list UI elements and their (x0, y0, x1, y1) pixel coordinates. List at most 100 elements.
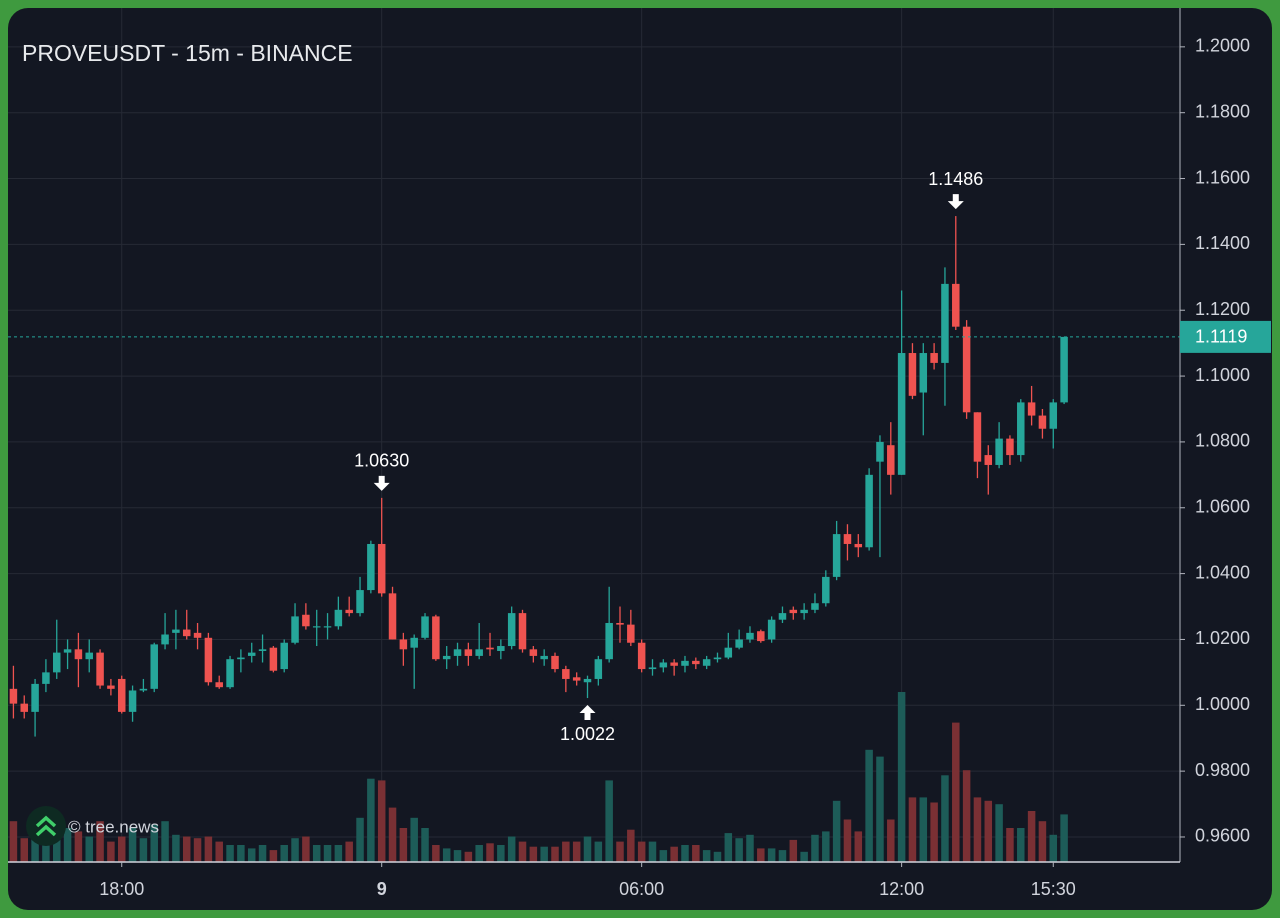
x-tick-label: 12:00 (879, 879, 924, 899)
volume-bar (1017, 828, 1025, 862)
volume-bar (941, 775, 949, 862)
candle-body (551, 655, 559, 670)
volume-bar (1038, 821, 1047, 862)
volume-bar (854, 831, 863, 862)
volume-bar (562, 841, 570, 862)
candle-body (421, 616, 429, 638)
x-tick-label: 15:30 (1031, 879, 1076, 899)
candle-body (930, 353, 938, 363)
candle-body (627, 624, 635, 643)
volume-bar (767, 848, 776, 862)
candle-body (388, 593, 397, 640)
volume-bar (648, 841, 657, 862)
candle-body (453, 649, 462, 656)
watermark-logo (26, 806, 66, 846)
volume-bar (107, 841, 115, 862)
candle-body (85, 652, 93, 660)
candle-body (1060, 336, 1068, 403)
chart-title: PROVEUSDT - 15m - BINANCE (22, 40, 353, 66)
volume-bar (843, 819, 852, 862)
volume-bar (247, 848, 256, 862)
volume-bar (1049, 834, 1058, 862)
volume-bar (42, 836, 50, 862)
candle-body (96, 652, 104, 686)
volume-bar (334, 845, 343, 862)
volume-bar (323, 845, 332, 862)
candle-body (269, 647, 278, 671)
volume-bar (52, 824, 61, 862)
candle-body (605, 622, 613, 660)
candle-body (345, 609, 353, 614)
volume-bar (367, 778, 375, 862)
volume-bar (1027, 811, 1036, 862)
volume-bar (237, 845, 245, 862)
candle-body (193, 632, 202, 638)
candle-body (540, 655, 548, 660)
candle-body (887, 445, 895, 475)
volume-bar (637, 841, 646, 862)
volume-bar (453, 850, 462, 862)
candle-body (811, 603, 819, 610)
candle-body (302, 614, 310, 627)
candle-body (323, 626, 332, 628)
volume-bar (529, 846, 538, 862)
annotation: 1.0022 (560, 705, 615, 744)
volume-bar (204, 836, 213, 862)
volume-bar (1006, 828, 1014, 862)
candle-body (767, 619, 776, 640)
candle-body (692, 660, 700, 665)
volume-bar (377, 780, 386, 862)
volume-bar (962, 770, 971, 862)
volume-bar (215, 841, 223, 862)
y-tick-label: 1.1200 (1195, 299, 1250, 319)
candle-body (172, 629, 180, 633)
candle-body (562, 669, 570, 679)
volume-bar (150, 824, 158, 862)
candle-body (334, 609, 343, 627)
volume-bar (800, 851, 808, 862)
candle-body (247, 652, 256, 656)
candle-body (399, 639, 408, 650)
candle-body (226, 659, 234, 688)
volume-bar (399, 828, 408, 862)
candle-body (832, 534, 841, 577)
candle-body (464, 649, 473, 656)
candle-body (670, 662, 678, 666)
candle-body (648, 667, 657, 670)
volume-bar (757, 848, 765, 862)
volume-bar (388, 807, 397, 862)
volume-bar (952, 722, 960, 862)
volume-bar (551, 846, 559, 862)
volume-bar (746, 834, 754, 862)
candle-body (215, 682, 223, 688)
x-tick-label: 06:00 (619, 879, 664, 899)
candle-body (616, 622, 624, 625)
candle-body (52, 652, 61, 673)
candle-body (204, 637, 213, 683)
candle-body (507, 613, 516, 647)
candle-body (20, 703, 28, 712)
volume-bar (789, 839, 798, 862)
candle-body (897, 353, 906, 475)
candle-body (681, 660, 689, 666)
volume-bar (930, 802, 938, 862)
volume-bar (1060, 814, 1068, 862)
candle-body (486, 647, 494, 650)
candle-body (107, 685, 115, 689)
candle-body (1038, 415, 1047, 429)
volume-bar (464, 851, 473, 862)
candle-body (117, 678, 126, 712)
candle-body (702, 659, 711, 666)
candle-body (258, 649, 267, 651)
candle-body (497, 646, 505, 651)
candle-body (789, 609, 798, 614)
volume-bar (702, 850, 711, 862)
candle-body (9, 688, 18, 704)
annotation-label: 1.1486 (928, 169, 983, 189)
volume-bar (973, 797, 982, 862)
volume-bar (876, 756, 884, 862)
volume-bar (887, 819, 895, 862)
volume-bar (139, 838, 148, 862)
volume-bar (193, 838, 202, 862)
